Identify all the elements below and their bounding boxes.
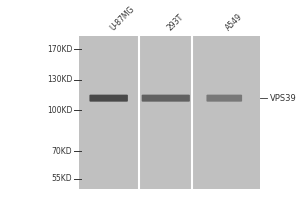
FancyBboxPatch shape xyxy=(142,95,190,102)
Text: 130KD: 130KD xyxy=(47,75,72,84)
Text: 170KD: 170KD xyxy=(47,45,72,54)
Text: 55KD: 55KD xyxy=(52,174,72,183)
FancyBboxPatch shape xyxy=(89,95,128,102)
Text: 100KD: 100KD xyxy=(47,106,72,115)
Text: A549: A549 xyxy=(224,12,245,32)
Text: 293T: 293T xyxy=(166,12,186,32)
Text: VPS39: VPS39 xyxy=(270,94,297,103)
FancyBboxPatch shape xyxy=(206,95,242,102)
Text: U-87MG: U-87MG xyxy=(109,4,136,32)
Bar xyxy=(80,36,260,189)
Text: 70KD: 70KD xyxy=(52,147,72,156)
